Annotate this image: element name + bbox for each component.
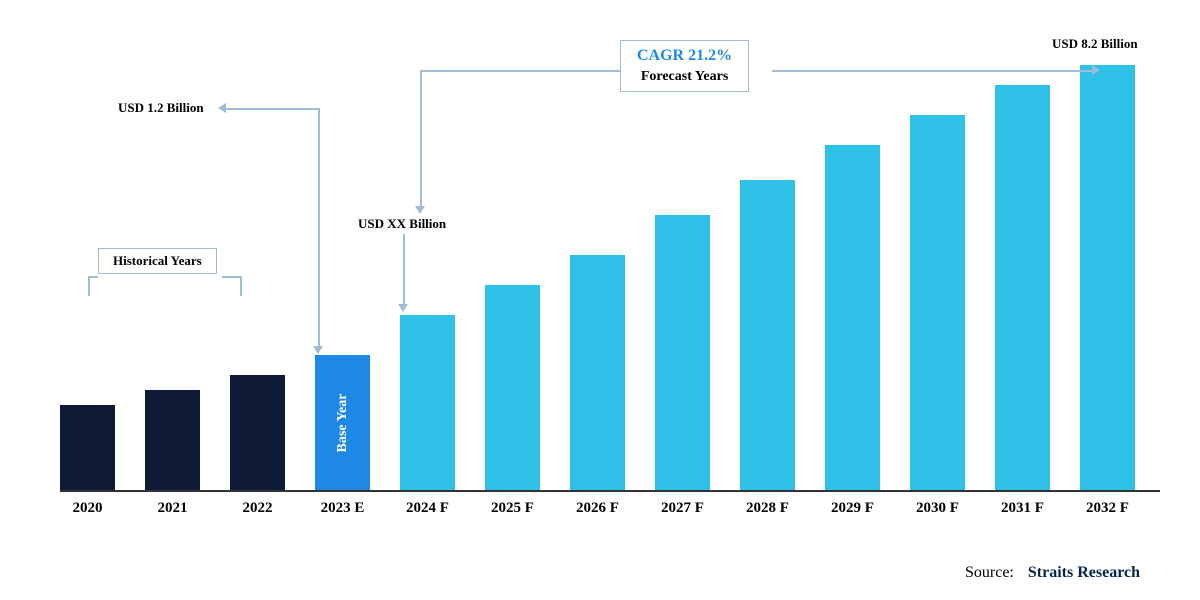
plot-area: Base Year (60, 30, 1160, 492)
arrow-2023-down (313, 346, 323, 354)
x-label-2021: 2021 (135, 500, 210, 517)
x-label-2026-f: 2026 F (560, 500, 635, 517)
bar-2027-f (655, 215, 710, 490)
arrow-2023-head (218, 103, 226, 113)
bracket-top-l (88, 276, 98, 278)
bar-2025-f (485, 285, 540, 490)
bar-2031-f (995, 85, 1050, 490)
cagr-subtitle: Forecast Years (637, 69, 732, 85)
bracket-top-r (222, 276, 242, 278)
source-label: Source: (965, 564, 1014, 581)
bracket-left (88, 278, 90, 296)
x-label-2024-f: 2024 F (390, 500, 465, 517)
bracket-right (240, 278, 242, 296)
arrow-2023-h (225, 108, 320, 110)
arrow-2023-v (318, 108, 320, 348)
cagr-arrow-right-head (1092, 65, 1100, 75)
bar-2029-f (825, 145, 880, 490)
x-label-2031-f: 2031 F (985, 500, 1060, 517)
cagr-arrow-left-h (420, 70, 620, 72)
market-growth-chart: Base Year Historical Years USD 1.2 Billi… (0, 0, 1200, 600)
bar-2026-f (570, 255, 625, 490)
bar-2032-f (1080, 65, 1135, 490)
cagr-title: CAGR 21.2% (637, 47, 732, 65)
value-2024-label: USD XX Billion (358, 216, 446, 232)
value-2023-label: USD 1.2 Billion (118, 100, 204, 116)
arrow-2024-down (398, 304, 408, 312)
x-label-2028-f: 2028 F (730, 500, 805, 517)
x-label-2032-f: 2032 F (1070, 500, 1145, 517)
cagr-arrow-right-h (772, 70, 1094, 72)
x-label-2025-f: 2025 F (475, 500, 550, 517)
bar-2020 (60, 405, 115, 490)
base-year-text: Base Year (335, 393, 351, 452)
x-label-2030-f: 2030 F (900, 500, 975, 517)
source-name: Straits Research (1028, 564, 1140, 581)
source-line: Source: Straits Research (965, 564, 1140, 582)
x-label-2022: 2022 (220, 500, 295, 517)
x-label-2020: 2020 (50, 500, 125, 517)
value-2032-label: USD 8.2 Billion (1052, 36, 1138, 52)
arrow-2024-v (403, 234, 405, 306)
bar-2030-f (910, 115, 965, 490)
cagr-arrow-left-v (420, 70, 422, 208)
x-label-2023-e: 2023 E (305, 500, 380, 517)
bar-2022 (230, 375, 285, 490)
x-label-2027-f: 2027 F (645, 500, 720, 517)
historical-years-label: Historical Years (113, 253, 202, 268)
bar-2021 (145, 390, 200, 490)
x-label-2029-f: 2029 F (815, 500, 890, 517)
bar-2023-e: Base Year (315, 355, 370, 490)
cagr-box: CAGR 21.2% Forecast Years (620, 40, 749, 92)
bar-2028-f (740, 180, 795, 490)
cagr-arrow-left-head (415, 206, 425, 214)
bar-2024-f (400, 315, 455, 490)
historical-years-box: Historical Years (98, 248, 217, 274)
